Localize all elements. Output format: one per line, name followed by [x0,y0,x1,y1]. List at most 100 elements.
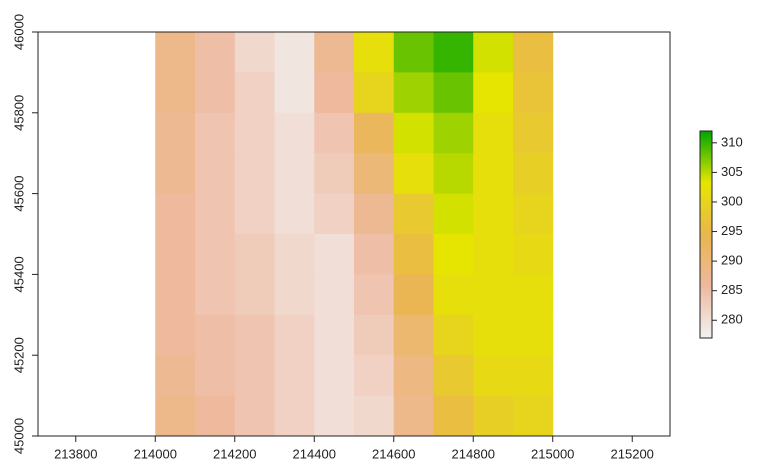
raster-cell [314,274,355,316]
raster-cell [354,32,395,73]
colorbar-label: 285 [721,282,743,297]
raster-cell [314,355,355,397]
raster-cell [354,395,395,437]
raster-cell [195,314,236,356]
raster-cell [195,153,236,195]
raster-cell [274,153,315,195]
raster-cell [274,395,315,437]
colorbar-label: 295 [721,223,743,238]
raster-cell [512,234,554,275]
raster-cell [354,153,395,195]
raster-cell [234,274,276,316]
raster-cell [473,314,514,356]
x-tick-label: 213800 [54,446,97,461]
raster-cell [274,32,315,73]
raster-cell [234,395,276,437]
raster-cell [393,112,434,154]
raster-cell [195,193,236,235]
raster-cell [473,72,514,114]
raster-cell [433,395,474,437]
raster-cell [512,355,554,397]
raster-cell [393,274,434,316]
raster-cell [155,193,196,235]
raster-cell [234,193,276,235]
raster-cell [155,234,196,275]
raster-cell [473,274,514,316]
raster-cell [155,72,196,114]
colorbar-label: 280 [721,312,743,327]
raster-cell [433,32,474,73]
raster-cell [354,112,395,154]
raster-cell [393,193,434,235]
raster-cell [234,153,276,195]
raster-cell [512,193,554,235]
raster-cell [314,112,355,154]
raster-cell [314,314,355,356]
raster-cell [393,355,434,397]
raster-cell [314,153,355,195]
raster-cell [354,234,395,275]
raster-cell [473,153,514,195]
raster-cell [274,234,315,275]
raster-cell [234,72,276,114]
raster-cell [234,314,276,356]
raster-cell [155,32,196,73]
raster-cell [473,32,514,73]
raster-cell [314,395,355,437]
y-tick-label: 45000 [11,418,26,454]
raster-cell [314,32,355,73]
raster-cell [473,355,514,397]
raster-cell [354,314,395,356]
y-tick-label: 45200 [11,337,26,373]
raster-cell [195,274,236,316]
y-tick-label: 46000 [11,14,26,50]
raster-cell [274,274,315,316]
colorbar-label: 300 [721,193,743,208]
raster-cell [195,355,236,397]
y-tick-label: 45400 [11,256,26,292]
raster-cell [512,314,554,356]
raster-cell [393,234,434,275]
raster-cell [354,72,395,114]
raster-cell [433,72,474,114]
raster-cell [195,72,236,114]
x-tick-label: 215000 [531,446,574,461]
raster-cell [433,112,474,154]
colorbar-label: 305 [721,164,743,179]
x-tick-label: 214000 [134,446,177,461]
raster-cell [274,72,315,114]
raster-cell [314,193,355,235]
raster-cell [234,234,276,275]
raster [155,32,554,437]
raster-cell [274,314,315,356]
raster-cell [433,234,474,275]
y-tick-label: 45800 [11,95,26,131]
raster-cell [393,32,434,73]
y-tick-label: 45600 [11,176,26,212]
raster-cell [433,314,474,356]
raster-cell [195,32,236,73]
raster-cell [155,395,196,437]
raster-cell [155,314,196,356]
colorbar-label: 290 [721,253,743,268]
raster-cell [393,395,434,437]
raster-cell [512,395,554,437]
raster-cell [274,112,315,154]
raster-cell [354,193,395,235]
raster-cell [512,153,554,195]
raster-cell [354,355,395,397]
colorbar-label: 310 [721,134,743,149]
raster-cell [433,274,474,316]
x-tick-label: 214600 [372,446,415,461]
raster-cell [155,355,196,397]
raster-cell [234,32,276,73]
x-tick-label: 214200 [213,446,256,461]
x-tick-label: 214800 [452,446,495,461]
raster-cell [354,274,395,316]
raster-cell [512,32,554,73]
raster-cell [155,274,196,316]
raster-cell [433,355,474,397]
raster-cell [433,193,474,235]
raster-cell [473,395,514,437]
